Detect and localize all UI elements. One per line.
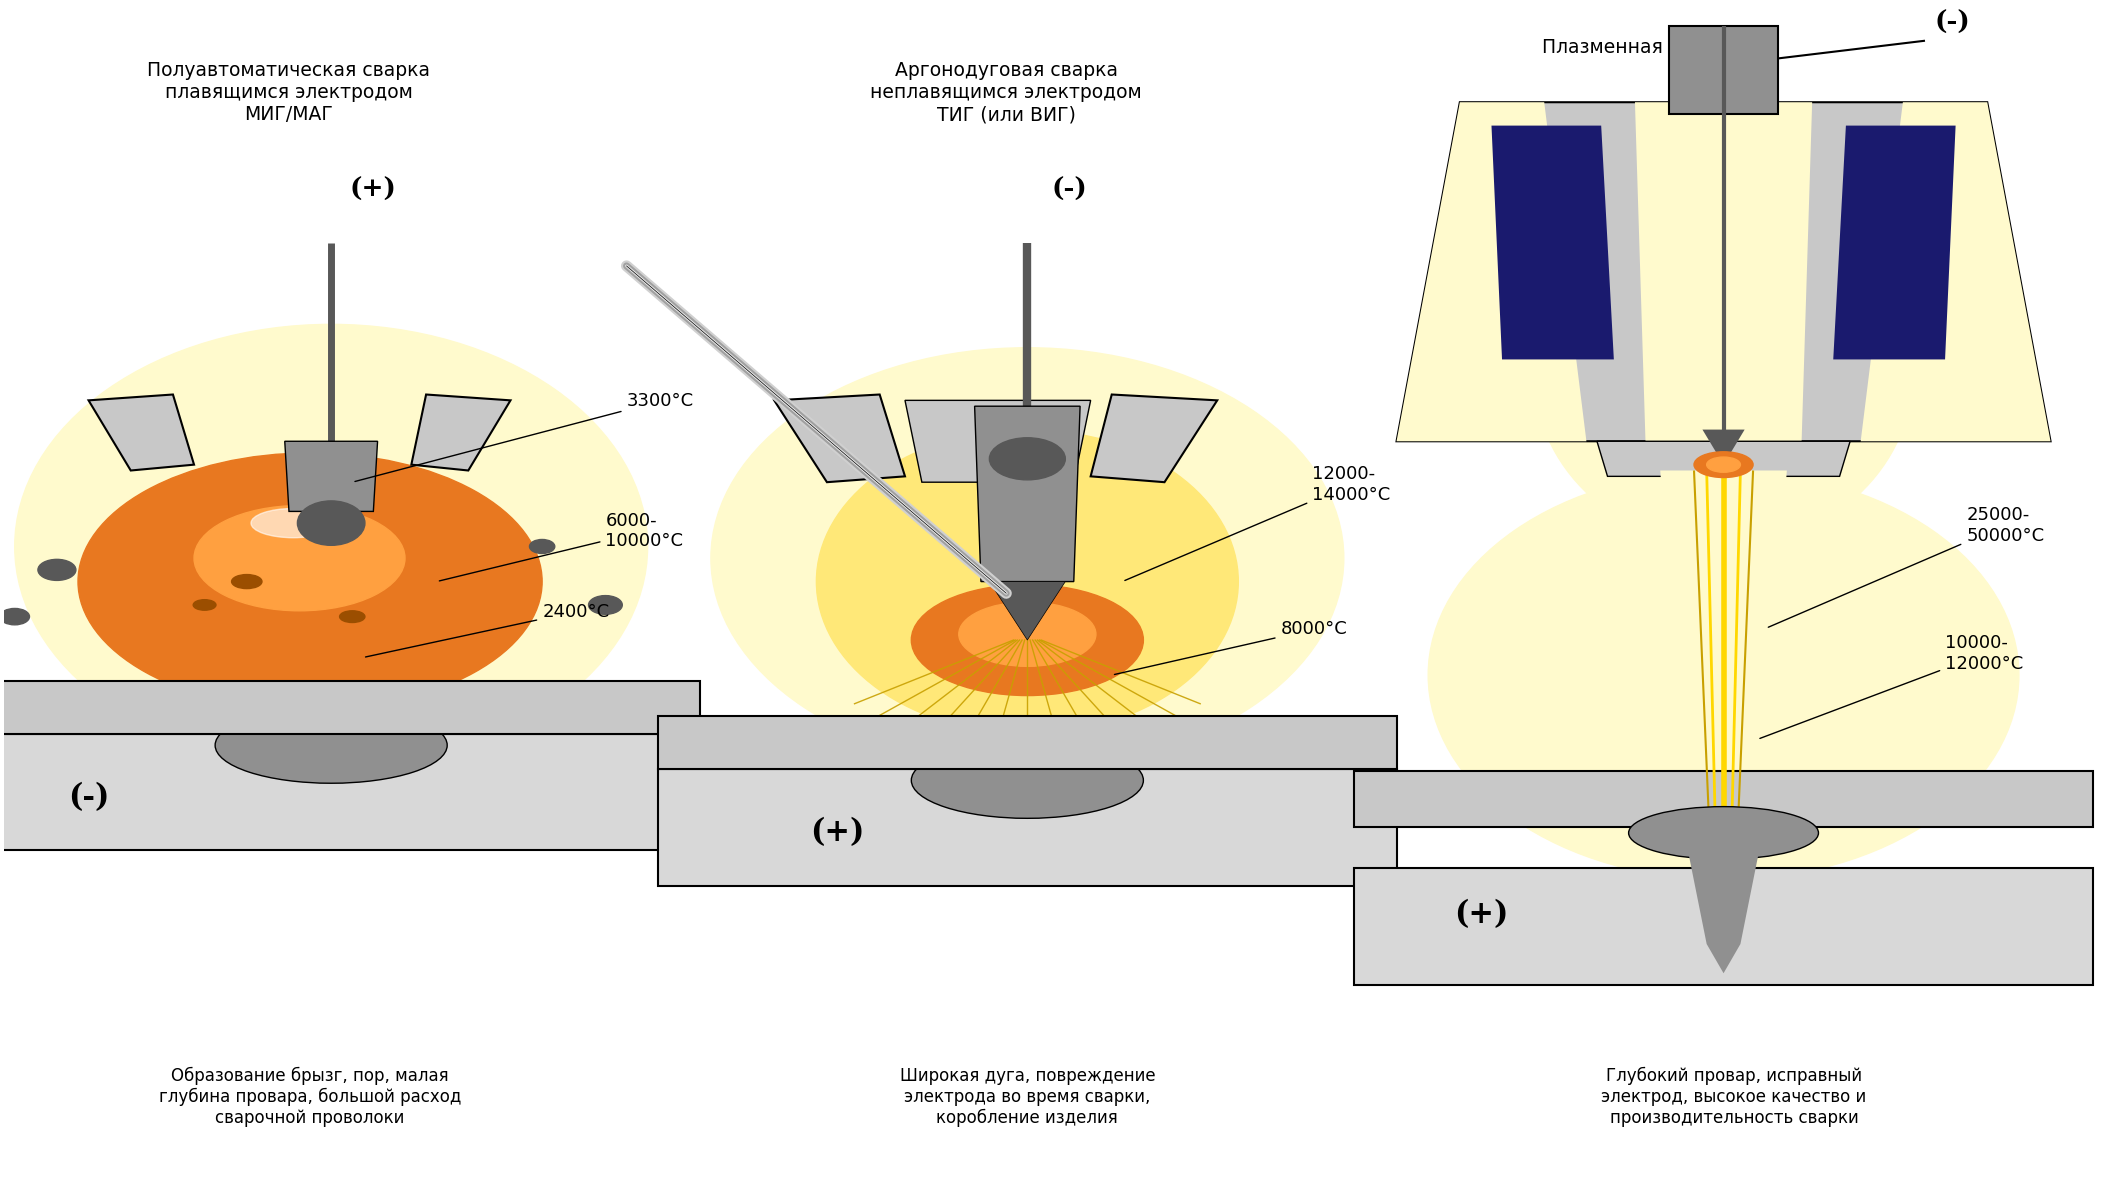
Polygon shape bbox=[1661, 470, 1788, 816]
Polygon shape bbox=[904, 401, 1091, 482]
Polygon shape bbox=[1686, 839, 1762, 944]
Ellipse shape bbox=[15, 324, 648, 768]
Text: 2400°C: 2400°C bbox=[366, 603, 610, 657]
Ellipse shape bbox=[1428, 470, 2018, 879]
Polygon shape bbox=[1597, 441, 1851, 476]
Polygon shape bbox=[1635, 102, 1813, 441]
Circle shape bbox=[0, 609, 30, 625]
Circle shape bbox=[989, 437, 1065, 480]
Ellipse shape bbox=[1694, 452, 1754, 478]
Text: 10000-
12000°C: 10000- 12000°C bbox=[1760, 635, 2023, 739]
Text: 12000-
14000°C: 12000- 14000°C bbox=[1125, 465, 1389, 580]
Polygon shape bbox=[775, 395, 904, 482]
Text: Широкая дуга, повреждение
электрода во время сварки,
коробление изделия: Широкая дуга, повреждение электрода во в… bbox=[900, 1067, 1154, 1126]
Polygon shape bbox=[89, 395, 195, 470]
Bar bbox=[0, 734, 701, 851]
Ellipse shape bbox=[815, 429, 1239, 734]
Polygon shape bbox=[1491, 125, 1614, 359]
Ellipse shape bbox=[339, 611, 364, 623]
Text: Плазменная сварка: Плазменная сварка bbox=[1542, 38, 1737, 57]
Ellipse shape bbox=[1707, 457, 1741, 473]
Bar bbox=[659, 716, 1396, 768]
Text: Аргонодуговая сварка
неплавящимся электродом
ТИГ (или ВИГ): Аргонодуговая сварка неплавящимся электр… bbox=[870, 61, 1142, 124]
Text: (-): (-) bbox=[1934, 9, 1970, 35]
Ellipse shape bbox=[193, 599, 216, 610]
Ellipse shape bbox=[216, 707, 447, 784]
Ellipse shape bbox=[78, 453, 542, 710]
Ellipse shape bbox=[252, 508, 335, 538]
Text: 8000°C: 8000°C bbox=[1114, 621, 1347, 675]
Text: (+): (+) bbox=[811, 818, 864, 849]
Polygon shape bbox=[1703, 429, 1745, 465]
Ellipse shape bbox=[911, 584, 1144, 695]
Ellipse shape bbox=[911, 742, 1144, 818]
Ellipse shape bbox=[959, 602, 1095, 667]
Polygon shape bbox=[1396, 102, 2050, 441]
Text: 25000-
50000°C: 25000- 50000°C bbox=[1769, 506, 2044, 628]
Ellipse shape bbox=[712, 348, 1343, 768]
Bar bbox=[659, 768, 1396, 885]
Polygon shape bbox=[1707, 944, 1741, 973]
Text: (-): (-) bbox=[68, 782, 110, 813]
Ellipse shape bbox=[1629, 806, 1819, 859]
Ellipse shape bbox=[1533, 196, 1913, 546]
Bar bbox=[1669, 26, 1779, 113]
Text: Глубокий провар, исправный
электрод, высокое качество и
производительность сварк: Глубокий провар, исправный электрод, выс… bbox=[1601, 1067, 1866, 1126]
Ellipse shape bbox=[297, 501, 364, 545]
Circle shape bbox=[530, 539, 555, 553]
Text: (+): (+) bbox=[349, 177, 396, 202]
Text: Образование брызг, пор, малая
глубина провара, большой расход
сварочной проволок: Образование брызг, пор, малая глубина пр… bbox=[159, 1067, 462, 1126]
Text: (+): (+) bbox=[1453, 900, 1508, 930]
Ellipse shape bbox=[195, 506, 405, 611]
Polygon shape bbox=[1862, 102, 2050, 441]
Bar bbox=[1353, 771, 2093, 827]
Text: 3300°C: 3300°C bbox=[356, 392, 693, 481]
Text: Полуавтоматическая сварка
плавящимся электродом
МИГ/МАГ: Полуавтоматическая сварка плавящимся эле… bbox=[148, 61, 430, 124]
Polygon shape bbox=[974, 407, 1080, 582]
Text: 6000-
10000°C: 6000- 10000°C bbox=[438, 512, 684, 580]
Polygon shape bbox=[1396, 102, 1586, 441]
Circle shape bbox=[38, 559, 76, 580]
Bar bbox=[1353, 868, 2093, 985]
Ellipse shape bbox=[231, 574, 263, 589]
Polygon shape bbox=[1834, 125, 1955, 359]
Polygon shape bbox=[411, 395, 510, 470]
Polygon shape bbox=[284, 441, 377, 512]
Polygon shape bbox=[989, 582, 1065, 639]
Circle shape bbox=[589, 596, 623, 615]
Polygon shape bbox=[1091, 395, 1218, 482]
Text: (-): (-) bbox=[1053, 177, 1087, 202]
Bar bbox=[0, 681, 701, 734]
